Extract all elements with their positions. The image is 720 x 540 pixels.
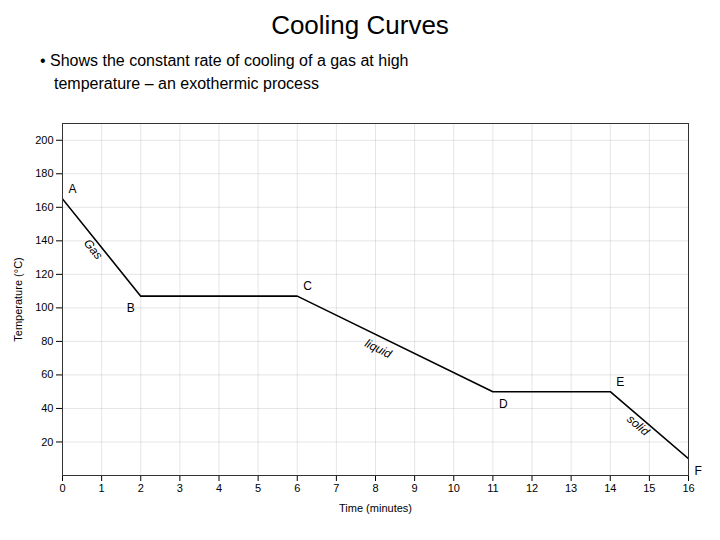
svg-text:180: 180	[35, 168, 53, 180]
svg-text:8: 8	[372, 483, 378, 495]
svg-text:1: 1	[99, 483, 105, 495]
svg-text:9: 9	[412, 483, 418, 495]
svg-text:7: 7	[333, 483, 339, 495]
svg-text:11: 11	[487, 483, 498, 495]
svg-text:0: 0	[59, 483, 65, 495]
svg-text:D: D	[499, 397, 508, 411]
svg-text:13: 13	[565, 483, 577, 495]
svg-text:Temperature (°C): Temperature (°C)	[12, 258, 24, 342]
svg-text:2: 2	[138, 483, 144, 495]
svg-text:20: 20	[41, 436, 53, 448]
svg-text:80: 80	[41, 335, 53, 347]
svg-text:40: 40	[41, 402, 53, 414]
svg-text:E: E	[616, 375, 624, 389]
svg-text:16: 16	[682, 483, 694, 495]
svg-text:12: 12	[526, 483, 538, 495]
svg-text:14: 14	[604, 483, 616, 495]
svg-text:solid: solid	[624, 412, 652, 439]
svg-text:A: A	[69, 182, 77, 196]
svg-text:5: 5	[255, 483, 261, 495]
svg-text:60: 60	[41, 369, 53, 381]
svg-text:200: 200	[35, 134, 53, 146]
svg-text:6: 6	[294, 483, 300, 495]
svg-text:Time (minutes): Time (minutes)	[339, 502, 412, 514]
svg-text:C: C	[303, 279, 312, 293]
svg-text:Gas: Gas	[81, 237, 106, 263]
svg-text:liquid: liquid	[363, 337, 395, 362]
html-text:temperature – an exothermic pr: temperature – an exothermic process	[54, 75, 319, 93]
svg-text:160: 160	[35, 201, 53, 213]
svg-text:120: 120	[35, 268, 53, 280]
svg-text:3: 3	[177, 483, 183, 495]
html-text:Cooling Curves: Cooling Curves	[271, 10, 449, 40]
svg-text:B: B	[127, 301, 135, 315]
svg-text:F: F	[695, 464, 702, 478]
html-text:• Shows the constant rate of c: • Shows the constant rate of cooling of …	[40, 52, 409, 69]
svg-text:140: 140	[35, 235, 53, 247]
svg-text:100: 100	[35, 302, 53, 314]
svg-text:4: 4	[216, 483, 222, 495]
svg-text:10: 10	[448, 483, 460, 495]
svg-text:15: 15	[643, 483, 655, 495]
